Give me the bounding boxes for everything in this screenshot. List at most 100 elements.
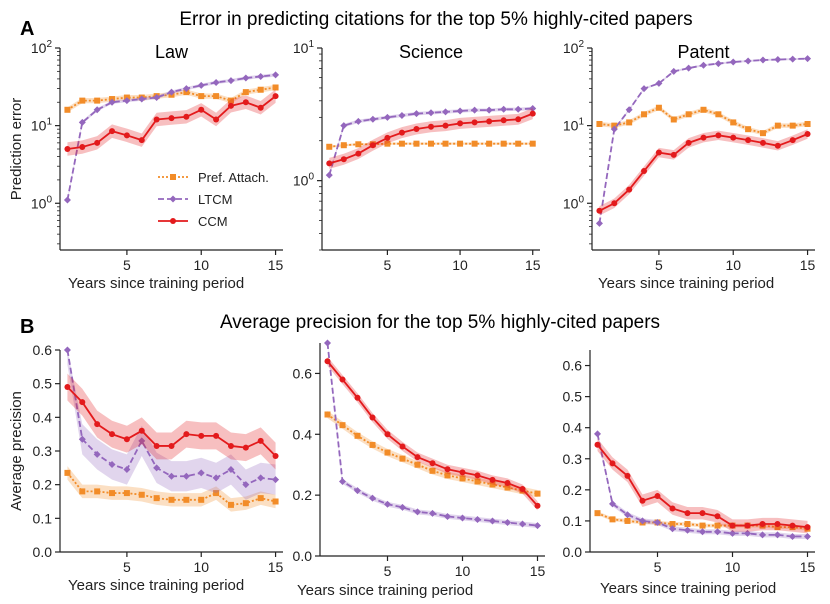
point-ltcm xyxy=(354,117,362,125)
point-ltcm xyxy=(324,339,331,347)
x-tick-label: 5 xyxy=(123,257,131,273)
y-tick-label: 0.6 xyxy=(33,342,53,358)
point-ccm xyxy=(626,186,633,193)
point-pref-attach xyxy=(685,111,692,118)
x-tick-label: 5 xyxy=(384,563,392,579)
point-pref-attach xyxy=(594,510,601,517)
point-pref-attach xyxy=(198,496,205,503)
x-axis-label: Years since training period xyxy=(297,582,473,599)
point-ltcm xyxy=(655,79,663,87)
point-ltcm xyxy=(108,98,116,106)
point-pref-attach xyxy=(500,140,507,147)
legend: Pref. Attach. LTCM CCM xyxy=(158,170,269,229)
point-pref-attach xyxy=(774,524,781,531)
point-ccm xyxy=(398,129,405,136)
point-ltcm xyxy=(63,196,71,204)
point-ltcm xyxy=(242,481,250,489)
point-ltcm xyxy=(444,512,451,520)
point-pref-attach xyxy=(804,120,811,127)
point-pref-attach xyxy=(715,111,722,118)
point-ccm xyxy=(442,122,449,129)
point-ltcm xyxy=(153,464,161,472)
x-tick-label: 15 xyxy=(530,563,546,579)
band-ccm xyxy=(67,373,276,470)
y-tick-label: 100 xyxy=(563,194,585,211)
point-ltcm xyxy=(489,517,496,525)
point-ltcm xyxy=(514,105,522,113)
point-ltcm xyxy=(138,95,146,103)
point-ccm xyxy=(168,115,175,122)
point-pref-attach xyxy=(457,140,464,147)
point-pref-attach xyxy=(213,93,220,100)
point-ltcm xyxy=(182,85,190,93)
legend-label-ccm: CCM xyxy=(198,214,228,229)
point-pref-attach xyxy=(534,490,541,497)
y-tick-label: 101 xyxy=(293,39,315,56)
point-ltcm xyxy=(744,57,752,65)
y-tick-label: 102 xyxy=(563,39,585,56)
y-tick-label: 0.0 xyxy=(33,544,53,560)
point-ccm xyxy=(153,442,160,449)
point-ccm xyxy=(699,510,706,517)
point-ccm xyxy=(759,521,766,528)
point-ccm xyxy=(138,137,145,144)
point-ccm xyxy=(123,132,130,139)
point-ltcm xyxy=(354,487,361,495)
point-ccm xyxy=(369,142,376,149)
point-ltcm xyxy=(684,526,691,534)
point-pref-attach xyxy=(94,97,101,104)
point-ltcm xyxy=(427,109,435,117)
point-ccm xyxy=(428,123,434,130)
point-ccm xyxy=(700,134,707,141)
point-pref-attach xyxy=(257,86,264,93)
point-pref-attach xyxy=(669,521,676,528)
point-ltcm xyxy=(63,346,71,354)
point-pref-attach xyxy=(138,491,145,498)
point-ccm xyxy=(744,522,751,529)
point-ltcm xyxy=(168,88,175,96)
point-ltcm xyxy=(459,514,466,522)
y-tick-label: 0.1 xyxy=(563,513,583,529)
point-ltcm xyxy=(78,118,86,126)
point-ltcm xyxy=(485,106,493,114)
x-tick-label: 10 xyxy=(452,257,468,273)
point-ccm xyxy=(109,431,116,438)
point-ltcm xyxy=(774,531,781,539)
x-tick-label: 10 xyxy=(725,559,741,575)
point-pref-attach xyxy=(730,119,737,126)
point-ltcm xyxy=(610,125,618,133)
point-ccm xyxy=(168,442,175,449)
point-pref-attach xyxy=(459,475,466,482)
panel-label-b: B xyxy=(20,316,34,338)
point-pref-attach xyxy=(79,97,86,104)
point-pref-attach xyxy=(109,490,116,497)
point-pref-attach xyxy=(64,469,71,476)
row-a-title: Error in predicting citations for the to… xyxy=(179,9,692,30)
point-pref-attach xyxy=(444,472,451,479)
point-pref-attach xyxy=(641,111,648,118)
point-ccm xyxy=(639,497,646,504)
y-tick-label: 0.2 xyxy=(563,482,583,498)
point-ltcm xyxy=(729,58,737,66)
x-tick-label: 10 xyxy=(193,257,209,273)
panel-3: 100 101 102 5 10 15 Patent Years since training… xyxy=(563,39,816,292)
y-axis-label: Prediction error xyxy=(8,98,25,201)
point-pref-attach xyxy=(529,140,536,147)
point-ccm xyxy=(355,150,362,157)
point-pref-attach xyxy=(611,122,618,129)
point-pref-attach xyxy=(79,488,86,495)
point-pref-attach xyxy=(384,140,391,147)
panel-1: 100 101 102 5 10 15 Law Years since training pe… xyxy=(8,39,284,292)
point-ltcm xyxy=(325,171,333,179)
point-ltcm xyxy=(384,500,391,508)
point-pref-attach xyxy=(699,522,706,529)
point-ccm xyxy=(596,207,603,214)
point-pref-attach xyxy=(789,122,796,129)
point-ltcm xyxy=(272,476,280,484)
point-ccm xyxy=(730,134,737,141)
point-pref-attach xyxy=(596,120,603,127)
y-tick-label: 0.6 xyxy=(293,365,313,381)
point-pref-attach xyxy=(745,126,752,133)
point-ltcm xyxy=(272,71,280,79)
